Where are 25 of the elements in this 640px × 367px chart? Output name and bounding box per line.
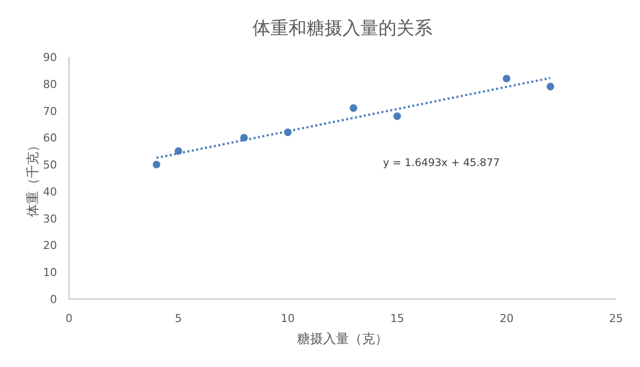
y-tick-label: 80: [43, 78, 57, 91]
x-tick-label: 20: [500, 312, 514, 325]
point: [546, 82, 554, 90]
annotation: y = 1.6493x + 45.877: [383, 157, 500, 169]
y-tick-label: 10: [43, 266, 57, 280]
y-tick-label: 90: [43, 51, 57, 64]
y-tick-label: 20: [43, 239, 57, 252]
y-axis-title: 体重（千克）: [26, 139, 41, 217]
y-tick-label: 0: [50, 293, 57, 306]
x-tick-label: 15: [390, 312, 404, 325]
point: [152, 160, 160, 168]
x-tick-label: 5: [174, 312, 182, 325]
point: [502, 74, 510, 82]
y-tick-label: 70: [43, 104, 57, 118]
point: [350, 104, 358, 112]
y-tick-label: 60: [43, 132, 57, 145]
point: [393, 112, 401, 120]
y-tick-label: 50: [43, 158, 57, 172]
x-tick-label: 25: [609, 312, 623, 325]
x-tick-label: 0: [66, 312, 72, 325]
y-tick-label: 30: [43, 212, 57, 226]
chart-title: 体重和糖摄入量的关系: [252, 18, 432, 39]
x-axis-title: 糖摄入量（克）: [297, 332, 388, 347]
y-tick-label: 40: [43, 185, 57, 198]
x-tick-label: 10: [280, 312, 295, 325]
